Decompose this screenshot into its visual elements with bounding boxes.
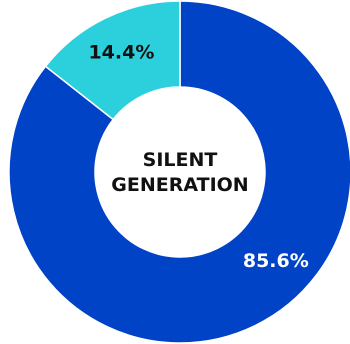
slice-label-1: 14.4% — [88, 41, 154, 63]
center-label-line-1: SILENT — [143, 149, 218, 171]
slice-labels: 85.6% 14.4% — [88, 41, 308, 271]
slice-label-0: 85.6% — [243, 250, 309, 272]
center-label-line-2: GENERATION — [111, 174, 248, 196]
donut-slice-0 — [8, 0, 350, 344]
donut-slice-1 — [44, 0, 181, 121]
donut-slices — [8, 0, 350, 344]
